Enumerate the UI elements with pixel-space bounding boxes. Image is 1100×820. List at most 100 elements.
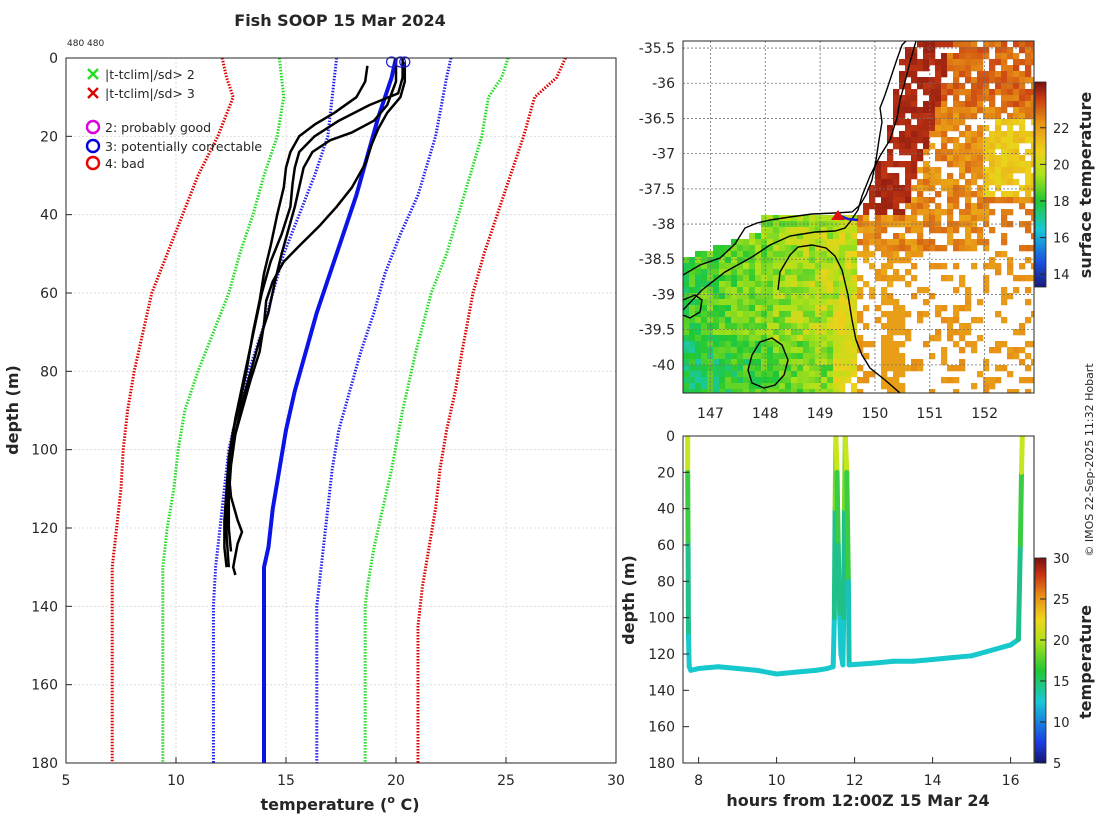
sst-cell	[995, 377, 1002, 384]
sst-cell	[899, 131, 906, 138]
sst-cell	[893, 197, 900, 204]
sst-cell	[953, 179, 960, 186]
sst-cell	[953, 95, 960, 102]
sst-cell	[905, 59, 912, 66]
x-axis-label-sup: o	[387, 793, 395, 806]
sst-cell	[917, 125, 924, 132]
sst-cell	[893, 353, 900, 360]
sst-cell	[803, 263, 810, 270]
x-axis-label-text: temperature (	[260, 795, 387, 814]
sst-cell	[905, 95, 912, 102]
sst-cell	[911, 59, 918, 66]
sst-cell	[713, 335, 720, 342]
map-y-tick-label: -37.5	[639, 182, 675, 198]
depth-track-segment	[988, 642, 1014, 653]
sst-cell	[707, 293, 714, 300]
sst-cell	[731, 287, 738, 294]
depth-time-y-tick-label: 160	[648, 720, 675, 736]
sst-cell	[755, 257, 762, 264]
sst-cell	[851, 269, 858, 276]
sst-cell	[941, 65, 948, 72]
sst-cell	[983, 197, 990, 204]
sst-cell	[923, 83, 930, 90]
sst-cell	[983, 359, 990, 366]
sst-cell	[1025, 41, 1032, 48]
sst-cell	[749, 359, 756, 366]
sst-cell	[797, 269, 804, 276]
sst-cell	[983, 377, 990, 384]
sst-cell	[761, 251, 768, 258]
sst-cell	[869, 203, 876, 210]
sst-cell	[695, 311, 702, 318]
sst-cell	[875, 221, 882, 228]
sst-cell	[791, 335, 798, 342]
legend-label: 2: probably good	[105, 120, 211, 135]
map-x-tick-label: 152	[971, 406, 998, 422]
sst-cell	[863, 305, 870, 312]
sst-cell	[785, 335, 792, 342]
sst-cell	[947, 119, 954, 126]
sst-cell	[923, 161, 930, 168]
sst-cell	[761, 269, 768, 276]
sst-cell	[869, 341, 876, 348]
sst-cell	[737, 383, 744, 390]
sst-cell	[845, 377, 852, 384]
depth-track-segment	[715, 664, 741, 672]
sst-cell	[707, 365, 714, 372]
sst-cell	[785, 263, 792, 270]
sst-cell	[947, 149, 954, 156]
sst-cell	[953, 245, 960, 252]
depth-track-segment	[871, 658, 897, 666]
sst-cell	[719, 299, 726, 306]
sst-cell	[749, 275, 756, 282]
sst-cell	[935, 263, 942, 270]
map-x-tick-label: 151	[916, 406, 943, 422]
sst-cell	[929, 89, 936, 96]
sst-cell	[1031, 197, 1034, 204]
sst-cell	[821, 323, 828, 330]
sst-colorbar	[1034, 81, 1047, 288]
sst-cell	[791, 221, 798, 228]
sst-cell	[851, 251, 858, 258]
sst-cell	[815, 299, 822, 306]
sst-cell	[1019, 323, 1026, 330]
sst-cell	[689, 383, 696, 390]
sst-cell	[995, 41, 1002, 48]
sst-cell	[983, 143, 990, 150]
map-y-tick-label: -38.5	[639, 252, 675, 268]
sst-cell	[737, 245, 744, 252]
sst-cell	[773, 347, 780, 354]
sst-cell	[713, 287, 720, 294]
sst-cell	[959, 215, 966, 222]
sst-cell	[989, 191, 996, 198]
y-tick-label: 40	[40, 208, 58, 224]
sst-cell	[779, 227, 786, 234]
sst-cell	[899, 365, 906, 372]
sst-cell	[755, 371, 762, 378]
sst-cell	[917, 119, 924, 126]
sst-cell	[761, 341, 768, 348]
sst-cell	[917, 209, 924, 216]
sst-cell	[809, 323, 816, 330]
sst-cell	[719, 353, 726, 360]
sst-cell	[881, 353, 888, 360]
sst-cell	[911, 215, 918, 222]
sst-cell	[959, 281, 966, 288]
sst-cell	[737, 269, 744, 276]
sst-cell	[1013, 119, 1020, 126]
sst-colorbar-tick-label: 22	[1053, 122, 1070, 137]
sst-cell	[869, 371, 876, 378]
sst-cell	[893, 209, 900, 216]
y-tick-label: 20	[40, 129, 58, 145]
sst-cell	[989, 143, 996, 150]
sst-cell	[851, 281, 858, 288]
sst-cell	[725, 353, 732, 360]
sst-cell	[977, 227, 984, 234]
sst-cell	[1013, 89, 1020, 96]
sst-cell	[965, 125, 972, 132]
sst-cell	[935, 311, 942, 318]
sst-cell	[959, 41, 966, 48]
sst-cell	[707, 353, 714, 360]
sst-cell	[935, 167, 942, 174]
